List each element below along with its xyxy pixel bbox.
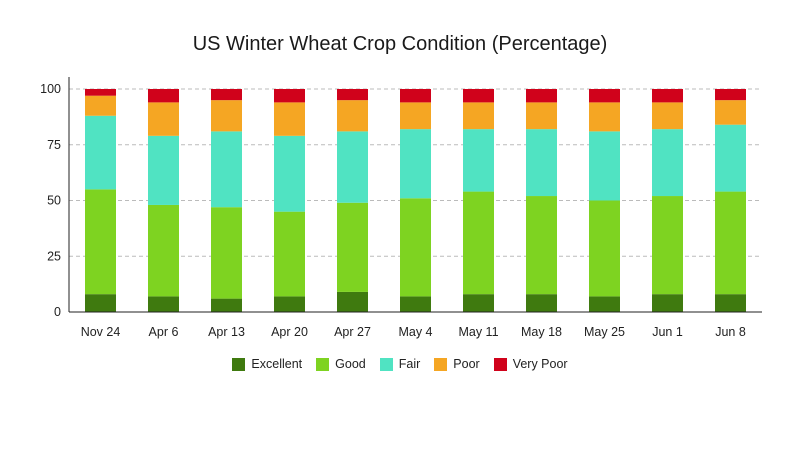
legend-label: Poor	[453, 357, 480, 371]
x-tick-label: May 25	[584, 325, 625, 339]
legend-swatch	[379, 357, 393, 371]
bar-very-poor	[337, 89, 368, 101]
bar-poor	[715, 100, 746, 125]
legend-swatch	[493, 357, 507, 371]
bar-excellent	[400, 296, 431, 312]
bar-fair	[652, 129, 683, 197]
x-tick-label: Jun 1	[652, 325, 683, 339]
bar-poor	[652, 102, 683, 130]
bar-good	[85, 189, 116, 295]
bar-fair	[337, 131, 368, 203]
bar-poor	[211, 100, 242, 132]
legend-item: Excellent	[232, 357, 302, 371]
bar-fair	[589, 131, 620, 201]
legend-item: Poor	[434, 357, 480, 371]
x-tick-label: May 18	[521, 325, 562, 339]
bar-very-poor	[148, 89, 179, 103]
bar-excellent	[337, 291, 368, 312]
legend-label: Fair	[398, 357, 421, 371]
bar-fair	[85, 115, 116, 190]
bar-good	[148, 204, 179, 297]
bar-very-poor	[274, 89, 305, 103]
bar-excellent	[274, 296, 305, 312]
x-tick-label: May 4	[398, 325, 432, 339]
bar-excellent	[526, 294, 557, 312]
bar-excellent	[148, 296, 179, 312]
bar-fair	[148, 135, 179, 205]
bar-fair	[463, 129, 494, 192]
bar-poor	[400, 102, 431, 130]
bar-excellent	[715, 294, 746, 312]
bar-very-poor	[526, 89, 557, 103]
bar-very-poor	[715, 89, 746, 101]
y-tick-label: 75	[47, 138, 61, 152]
bar-poor	[274, 102, 305, 136]
bar-very-poor	[652, 89, 683, 103]
y-tick-label: 25	[47, 249, 61, 263]
bar-very-poor	[463, 89, 494, 103]
bar-excellent	[85, 294, 116, 312]
legend-label: Very Poor	[512, 357, 568, 371]
legend-item: Good	[316, 357, 366, 371]
bar-very-poor	[211, 89, 242, 101]
bar-good	[211, 207, 242, 299]
bar-excellent	[652, 294, 683, 312]
legend-item: Fair	[379, 357, 421, 371]
bar-very-poor	[400, 89, 431, 103]
legend-swatch	[434, 357, 448, 371]
bar-very-poor	[85, 89, 116, 96]
legend-swatch	[232, 357, 246, 371]
y-tick-label: 50	[47, 194, 61, 208]
bar-fair	[715, 124, 746, 192]
legend-swatch	[316, 357, 330, 371]
legend-item: Very Poor	[493, 357, 568, 371]
bar-good	[589, 200, 620, 297]
bar-excellent	[589, 296, 620, 312]
bar-good	[526, 196, 557, 295]
bar-good	[652, 196, 683, 295]
x-tick-label: May 11	[458, 325, 498, 339]
bar-good	[715, 191, 746, 295]
bar-excellent	[463, 294, 494, 312]
x-tick-label: Nov 24	[81, 325, 121, 339]
bar-poor	[85, 95, 116, 116]
x-tick-label: Apr 13	[208, 325, 245, 339]
bar-fair	[400, 129, 431, 199]
bar-very-poor	[589, 89, 620, 103]
x-tick-label: Jun 8	[715, 325, 746, 339]
bar-fair	[274, 135, 305, 212]
bar-fair	[211, 131, 242, 208]
legend-label: Good	[335, 357, 366, 371]
bar-poor	[463, 102, 494, 130]
y-tick-label: 100	[40, 82, 61, 96]
x-tick-label: Apr 20	[271, 325, 308, 339]
bar-poor	[589, 102, 620, 132]
bar-good	[463, 191, 494, 295]
x-tick-label: Apr 6	[149, 325, 179, 339]
legend-label: Excellent	[251, 357, 303, 371]
bar-good	[274, 211, 305, 297]
x-tick-label: Apr 27	[334, 325, 371, 339]
bar-fair	[526, 129, 557, 197]
bar-poor	[526, 102, 557, 130]
chart-title: US Winter Wheat Crop Condition (Percenta…	[192, 33, 608, 55]
chart-legend: Excellent Good Fair Poor Very Poor	[0, 357, 800, 371]
bar-excellent	[211, 298, 242, 312]
bar-good	[337, 202, 368, 292]
bar-poor	[148, 102, 179, 136]
bar-good	[400, 198, 431, 297]
bar-poor	[337, 100, 368, 132]
y-tick-label: 0	[54, 305, 61, 319]
